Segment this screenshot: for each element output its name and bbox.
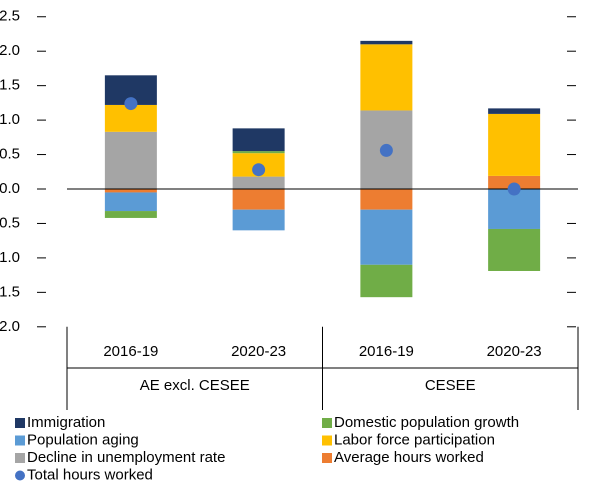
bar-segment — [360, 44, 413, 111]
y-tick-label: 2.5 — [0, 8, 20, 25]
legend-label: Domestic population growth — [334, 414, 519, 431]
bar-segment — [488, 113, 541, 176]
legend-swatch — [15, 418, 25, 428]
y-tick-label: 1.5 — [0, 77, 20, 94]
total-dot — [379, 143, 393, 157]
bar-segment — [104, 211, 157, 218]
bar-segment — [104, 189, 157, 193]
legend-swatch — [322, 435, 332, 446]
y-tick-label: -1.0 — [0, 249, 20, 266]
total-dot — [124, 97, 138, 111]
legend-label: Total hours worked — [27, 466, 153, 483]
bar-segment — [232, 209, 285, 231]
bar-segment — [488, 189, 541, 229]
legend-label: Decline in unemployment rate — [27, 449, 225, 466]
bar-segment — [104, 131, 157, 189]
bar-segment — [232, 189, 285, 210]
bar-segment — [360, 209, 413, 265]
y-tick-label: 1.0 — [0, 111, 20, 128]
y-tick-label: 2.0 — [0, 42, 20, 59]
y-tick-label: -0.5 — [0, 214, 20, 231]
bar-segment — [488, 228, 541, 271]
legend-swatch — [15, 435, 25, 446]
bar-segment — [104, 192, 157, 212]
legend-label: Population aging — [27, 431, 139, 448]
total-dot — [252, 163, 266, 177]
legend-swatch — [322, 418, 332, 428]
bar-segment — [232, 176, 285, 189]
bar-segment — [232, 151, 285, 154]
x-tick-label: 2016-19 — [103, 343, 158, 360]
total-dot — [507, 182, 521, 196]
bar-segment — [232, 128, 285, 152]
x-tick-label: 2020-23 — [487, 343, 542, 360]
legend-swatch — [322, 453, 332, 463]
legend-swatch — [15, 470, 25, 481]
y-tick-label: -1.5 — [0, 283, 20, 300]
x-tick-label: 2016-19 — [359, 343, 414, 360]
bar-segment — [360, 264, 413, 298]
legend-label: Average hours worked — [334, 449, 484, 466]
y-tick-label: 0.0 — [0, 180, 20, 197]
bar-segment — [360, 189, 413, 210]
bar-segment — [488, 175, 541, 189]
y-tick-label: -2.0 — [0, 318, 20, 335]
group-label: CESEE — [425, 377, 476, 394]
bar-segment — [488, 108, 541, 114]
legend-label: Immigration — [27, 414, 105, 431]
x-tick-label: 2020-23 — [231, 343, 286, 360]
bar-segment — [360, 40, 413, 45]
group-label: AE excl. CESEE — [140, 377, 250, 394]
legend-swatch — [15, 453, 25, 463]
legend-label: Labor force participation — [334, 431, 495, 448]
y-tick-label: 0.5 — [0, 146, 20, 163]
